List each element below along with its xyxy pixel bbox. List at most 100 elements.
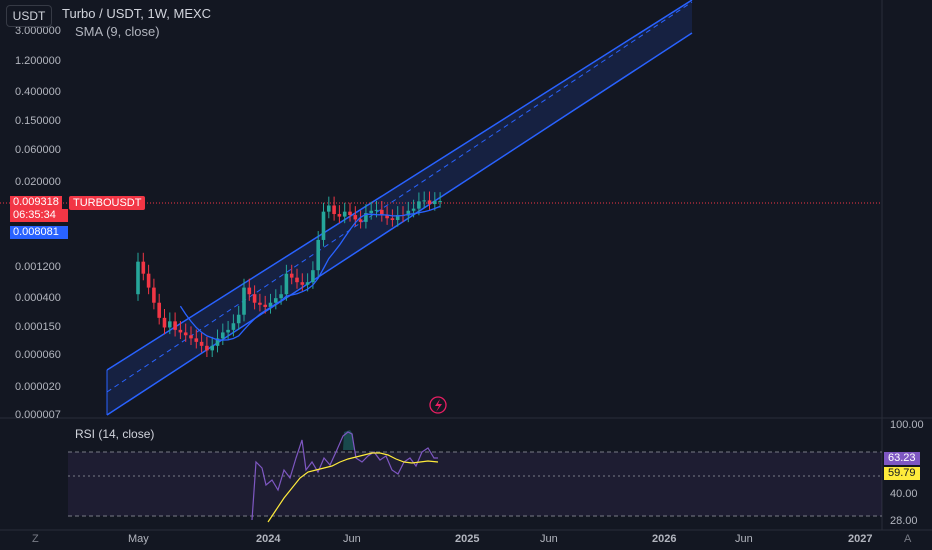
rsi-ma-tag: 59.79	[884, 467, 920, 480]
candle-body[interactable]	[327, 205, 331, 212]
candle-body[interactable]	[247, 287, 252, 295]
countdown-tag: 06:35:34	[10, 209, 68, 222]
regression-channel[interactable]	[106, 0, 693, 416]
symbol-button[interactable]: USDT	[6, 5, 52, 27]
candle-body[interactable]	[152, 287, 156, 303]
candle-body[interactable]	[380, 209, 384, 216]
lightning-icon[interactable]	[429, 396, 447, 414]
candle-body[interactable]	[369, 210, 373, 214]
candle-body[interactable]	[422, 200, 426, 202]
price-tick: 0.001200	[15, 261, 61, 273]
candle-body[interactable]	[284, 273, 289, 295]
candle-body[interactable]	[236, 314, 241, 324]
candle-body[interactable]	[300, 282, 305, 285]
candle-body[interactable]	[295, 277, 299, 283]
candle-body[interactable]	[258, 302, 262, 305]
candle-body[interactable]	[226, 329, 230, 333]
time-label: Jun	[343, 533, 361, 545]
channel-lower-line[interactable]	[106, 32, 693, 416]
rsi-ma-line[interactable]	[267, 452, 439, 523]
candle-body[interactable]	[321, 211, 326, 240]
candle-body[interactable]	[438, 201, 442, 203]
time-label: 2024	[256, 533, 281, 545]
rsi-title[interactable]: RSI (14, close)	[75, 427, 155, 441]
zoom-icon[interactable]: Z	[32, 533, 39, 545]
price-tick: 0.000060	[15, 349, 61, 361]
price-pane[interactable]	[0, 0, 882, 418]
time-label: 2027	[848, 533, 872, 545]
candle-body[interactable]	[215, 338, 220, 346]
rsi-tick: 28.00	[890, 515, 918, 527]
candle-body[interactable]	[210, 345, 214, 351]
candle-body[interactable]	[252, 294, 257, 303]
channel-fill	[107, 0, 692, 415]
candle-body[interactable]	[173, 321, 177, 330]
candle-body[interactable]	[268, 302, 273, 307]
channel-upper-line[interactable]	[106, 0, 693, 371]
series-label-tag: TURBOUSDT	[69, 196, 146, 210]
channel-mid-line[interactable]	[106, 1, 693, 393]
candle-body[interactable]	[183, 332, 188, 336]
candle-body[interactable]	[231, 323, 236, 330]
rsi-value-tag: 63.23	[884, 452, 920, 465]
rsi-tick: 100.00	[890, 419, 924, 431]
candle-body[interactable]	[141, 261, 146, 274]
last-price-tag: 0.009318	[10, 196, 62, 209]
candle-body[interactable]	[417, 201, 421, 209]
candle-body[interactable]	[353, 215, 358, 220]
time-label: Jun	[540, 533, 558, 545]
candle-body[interactable]	[316, 239, 320, 271]
candle-body[interactable]	[358, 219, 363, 222]
candle-body[interactable]	[279, 294, 283, 299]
candle-body[interactable]	[242, 287, 246, 315]
sma-line[interactable]	[179, 205, 441, 341]
candle-body[interactable]	[189, 335, 193, 339]
candle-body[interactable]	[205, 345, 209, 351]
candle-body[interactable]	[337, 214, 342, 217]
candle-body[interactable]	[194, 338, 199, 342]
rsi-band	[68, 452, 882, 516]
candle-body[interactable]	[221, 332, 225, 339]
rsi-line[interactable]	[251, 431, 438, 521]
candle-body[interactable]	[263, 304, 267, 307]
candle-body[interactable]	[406, 210, 411, 216]
price-tick: 0.000400	[15, 292, 61, 304]
candle-body[interactable]	[199, 341, 204, 346]
candle-body[interactable]	[433, 201, 437, 205]
rsi-pane[interactable]	[68, 430, 882, 523]
candle-body[interactable]	[395, 215, 400, 221]
price-tick: 0.000007	[15, 409, 61, 421]
candle-body[interactable]	[168, 321, 172, 328]
candle-body[interactable]	[146, 273, 151, 288]
rsi-tick: 40.00	[890, 488, 918, 500]
candle-body[interactable]	[178, 329, 183, 333]
price-tick: 0.000020	[15, 381, 61, 393]
candle-body[interactable]	[311, 270, 315, 283]
time-label: Jun	[735, 533, 753, 545]
auto-scale-icon[interactable]: A	[904, 533, 912, 545]
candle-body[interactable]	[136, 261, 140, 295]
candle-body[interactable]	[348, 211, 352, 216]
price-tick: 0.020000	[15, 176, 61, 188]
candle-body[interactable]	[342, 211, 347, 217]
candle-body[interactable]	[289, 273, 294, 278]
candle-body[interactable]	[390, 218, 395, 221]
candle-body[interactable]	[427, 200, 432, 205]
chart-title[interactable]: Turbo / USDT, 1W, MEXC	[62, 6, 212, 21]
candle-body[interactable]	[305, 282, 310, 285]
price-tick: 0.400000	[15, 86, 61, 98]
candle-body[interactable]	[374, 209, 379, 211]
price-tick: 3.000000	[15, 25, 61, 37]
candle-body[interactable]	[157, 302, 161, 318]
candle-body[interactable]	[274, 298, 278, 303]
candle-body[interactable]	[385, 215, 389, 219]
candle-body[interactable]	[411, 208, 416, 211]
price-tick: 0.150000	[15, 115, 61, 127]
candle-body[interactable]	[332, 205, 336, 215]
candle-body[interactable]	[364, 213, 368, 222]
candle-body[interactable]	[162, 317, 167, 328]
indicator-label[interactable]: SMA (9, close)	[75, 24, 160, 39]
time-label: 2026	[652, 533, 676, 545]
time-label: 2025	[455, 533, 479, 545]
